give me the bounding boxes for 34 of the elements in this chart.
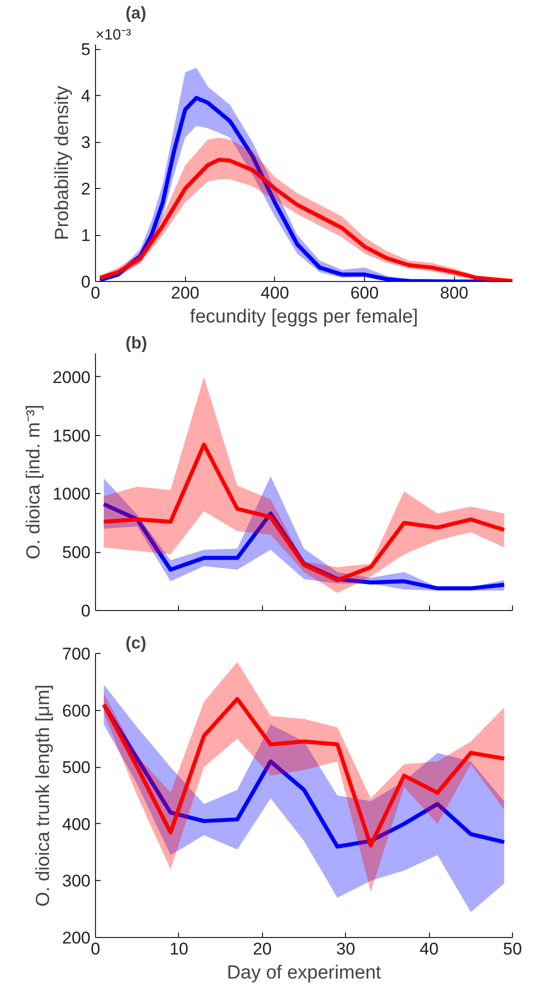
- y-axis-title: O. dioica trunk length [μm]: [33, 684, 54, 907]
- y-tick-label: 500: [62, 543, 91, 562]
- x-tick-label: 400: [260, 284, 290, 302]
- y-tick-label: 500: [62, 758, 91, 778]
- y-axis-title: O. dioica [ind. m⁻³]: [24, 404, 45, 560]
- text: ×10⁻³: [96, 26, 131, 44]
- x-tick-label: 600: [350, 284, 379, 302]
- y-axis-title: Probability density: [52, 85, 74, 240]
- y-tick-label: 300: [62, 872, 91, 891]
- y-tick-label: 2000: [52, 368, 91, 387]
- x-tick-label: 200: [170, 284, 200, 302]
- y-tick-label: 600: [62, 701, 91, 720]
- y-tick-label: 3: [81, 133, 91, 152]
- x-axis-title: fecundity [eggs per female]: [190, 306, 418, 328]
- y-tick-label: 1500: [52, 426, 91, 446]
- y-tick-label: 700: [62, 644, 91, 664]
- chart-title: (b): [126, 334, 148, 352]
- y-tick-label: 2: [81, 180, 91, 199]
- y-tick-label: 1000: [52, 484, 91, 504]
- x-tick-label: 20: [252, 940, 272, 958]
- x-axis-title: Day of experiment: [226, 962, 382, 984]
- x-tick-label: 10: [169, 940, 188, 958]
- y-tick-label: 1: [81, 226, 91, 246]
- line-series: [102, 442, 506, 582]
- chart-title: (a): [126, 4, 146, 22]
- y-tick-label: 400: [62, 814, 91, 834]
- x-tick-label: 30: [336, 940, 356, 958]
- y-tick-label: 0: [81, 602, 91, 620]
- x-tick-label: 40: [420, 940, 439, 958]
- y-tick-label: 4: [81, 86, 91, 106]
- y-tick-label: 5: [81, 40, 91, 60]
- chart-title: (c): [126, 634, 146, 652]
- x-tick-label: 50: [503, 940, 522, 958]
- x-tick-label: 800: [440, 284, 468, 302]
